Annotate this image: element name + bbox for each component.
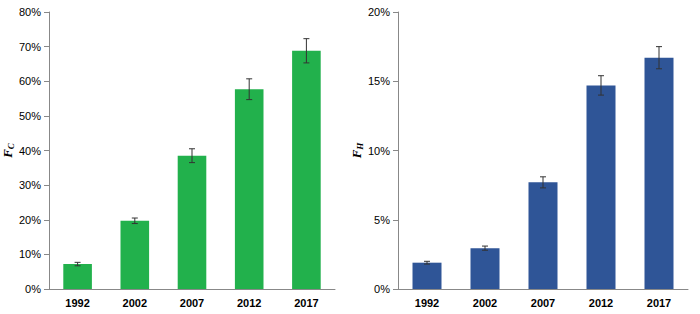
svg-text:2017: 2017 <box>294 297 318 309</box>
svg-text:2002: 2002 <box>123 297 147 309</box>
svg-text:2007: 2007 <box>531 297 555 309</box>
svg-text:2002: 2002 <box>473 297 497 309</box>
svg-text:2017: 2017 <box>647 297 671 309</box>
svg-text:2007: 2007 <box>180 297 204 309</box>
svg-text:H: H <box>355 142 365 151</box>
svg-text:0%: 0% <box>374 283 390 295</box>
svg-text:30%: 30% <box>19 179 41 191</box>
svg-text:60%: 60% <box>19 75 41 87</box>
svg-text:2012: 2012 <box>237 297 261 309</box>
svg-text:80%: 80% <box>19 6 41 18</box>
svg-text:1992: 1992 <box>415 297 439 309</box>
svg-text:5%: 5% <box>374 214 390 226</box>
svg-text:50%: 50% <box>19 110 41 122</box>
svg-text:F: F <box>0 149 15 159</box>
svg-text:C: C <box>6 142 16 149</box>
svg-text:40%: 40% <box>19 145 41 157</box>
svg-text:15%: 15% <box>368 75 390 87</box>
svg-text:0%: 0% <box>25 283 41 295</box>
svg-text:F: F <box>349 149 364 159</box>
svg-text:1992: 1992 <box>65 297 89 309</box>
svg-text:10%: 10% <box>368 145 390 157</box>
svg-text:70%: 70% <box>19 41 41 53</box>
svg-text:10%: 10% <box>19 248 41 260</box>
svg-text:2012: 2012 <box>589 297 613 309</box>
svg-text:20%: 20% <box>368 6 390 18</box>
svg-text:20%: 20% <box>19 214 41 226</box>
